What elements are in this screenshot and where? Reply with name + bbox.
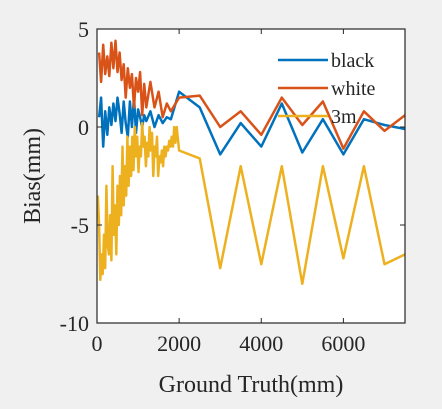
series-line-2 [97, 39, 405, 150]
x-axis-label: Ground Truth(mm) [159, 372, 344, 398]
y-tick-label: -10 [60, 311, 89, 336]
series-line-3 [97, 121, 405, 286]
legend-label: 3m [331, 106, 357, 128]
plot-area [97, 29, 405, 323]
x-tick-label: 6000 [321, 331, 365, 356]
x-tick-label: 0 [92, 331, 103, 356]
legend-label: white [331, 78, 376, 100]
y-tick-label: 0 [78, 115, 89, 140]
y-axis-label: Bias(mm) [20, 128, 46, 224]
legend: black white 3m [278, 50, 376, 128]
y-tick-label: -5 [71, 213, 89, 238]
y-tick-label: 5 [78, 17, 89, 42]
x-tick-label: 4000 [239, 331, 283, 356]
axis-layer: 0 2000 4000 6000 5 0 -5 -10 [60, 17, 406, 356]
axes-box [96, 28, 406, 324]
series-line-1 [97, 90, 405, 156]
series-layer [97, 39, 405, 286]
x-tick-label: 2000 [157, 331, 201, 356]
legend-label: black [331, 50, 374, 72]
